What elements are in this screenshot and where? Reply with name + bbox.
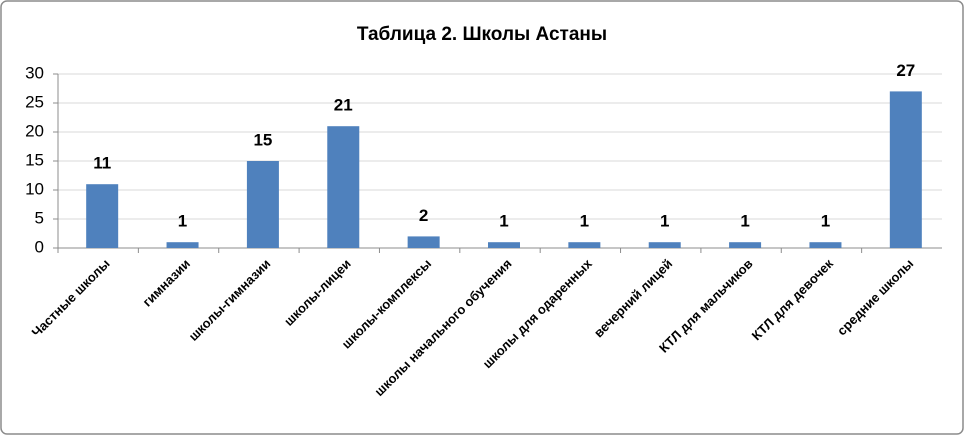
bar: [729, 242, 762, 248]
data-label: 1: [178, 212, 187, 231]
data-label: 21: [334, 96, 353, 115]
data-label: 1: [660, 212, 669, 231]
bar: [648, 242, 681, 248]
bar: [809, 242, 842, 248]
bar: [246, 161, 279, 248]
y-tick-label: 10: [25, 179, 44, 198]
data-label: 27: [896, 61, 915, 80]
y-tick-label: 20: [25, 121, 44, 140]
data-label: 1: [499, 212, 508, 231]
y-tick-label: 5: [35, 208, 44, 227]
bar: [327, 126, 360, 248]
bar: [488, 242, 520, 248]
data-label: 11: [93, 154, 111, 173]
data-label: 2: [419, 206, 428, 225]
data-label: 1: [740, 212, 749, 231]
data-label: 1: [821, 212, 830, 231]
data-label: 15: [253, 130, 272, 149]
bar: [889, 91, 922, 249]
y-tick-label: 0: [35, 237, 44, 256]
bar: [166, 242, 199, 248]
chart-title: Таблица 2. Школы Астаны: [357, 24, 607, 45]
data-label: 1: [580, 212, 589, 231]
y-tick-label: 30: [25, 63, 44, 82]
bar: [568, 242, 601, 248]
bar: [407, 236, 440, 248]
y-tick-label: 15: [25, 150, 44, 169]
y-tick-label: 25: [25, 92, 44, 111]
bar: [86, 184, 119, 248]
